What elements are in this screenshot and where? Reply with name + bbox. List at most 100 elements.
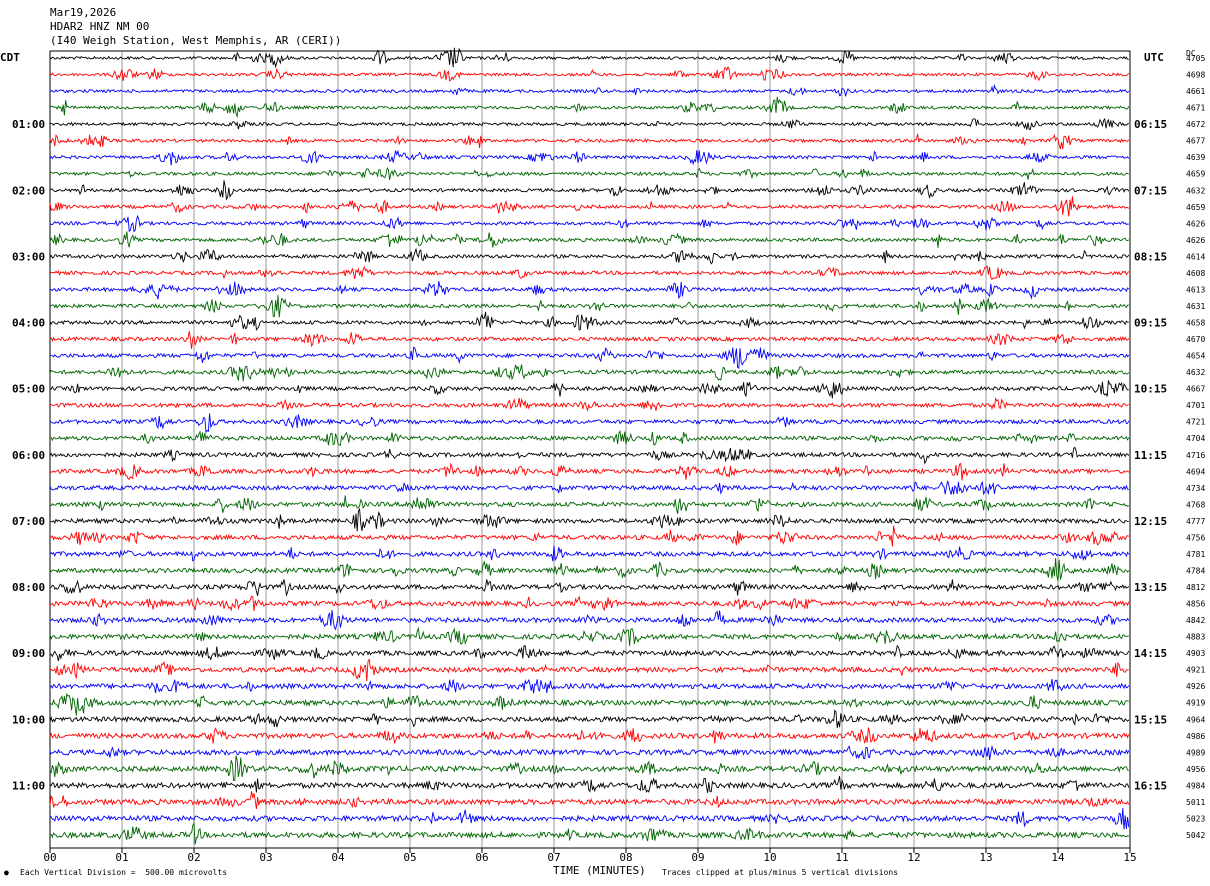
seismic-trace	[49, 545, 1130, 562]
cdt-hour-label: 03:00	[12, 250, 45, 263]
dc-offset-label: 4632	[1186, 186, 1205, 195]
seismic-trace	[49, 380, 1129, 399]
dc-offset-label: 4659	[1186, 170, 1205, 179]
seismic-trace	[49, 311, 1129, 331]
x-tick-label: 13	[979, 851, 992, 864]
seismic-trace	[49, 180, 1130, 201]
dc-offset-label: 4705	[1186, 54, 1205, 63]
x-tick-label: 05	[403, 851, 416, 864]
seismic-trace	[49, 65, 1130, 82]
dc-offset-label: 4921	[1186, 666, 1205, 675]
cdt-hour-label: 05:00	[12, 383, 45, 396]
dc-offset-label: 4658	[1186, 319, 1205, 328]
seismic-trace	[49, 446, 1130, 465]
dc-offset-label: 5011	[1186, 798, 1205, 807]
seismic-trace	[49, 709, 1130, 728]
seismic-trace	[49, 558, 1130, 582]
x-tick-label: 00	[43, 851, 56, 864]
scale-note: Each Vertical Division = 500.00 microvol…	[20, 868, 228, 877]
seismic-trace	[49, 133, 1130, 150]
dc-offset-label: 4781	[1186, 550, 1205, 559]
dc-offset-label: 4989	[1186, 748, 1205, 757]
dc-offset-label: 4667	[1186, 385, 1205, 394]
x-axis-title: TIME (MINUTES)	[553, 864, 646, 877]
seismic-trace	[49, 579, 1130, 597]
seismic-trace	[49, 231, 1130, 248]
dc-offset-label: 4626	[1186, 236, 1205, 245]
dc-offset-label: 4661	[1186, 87, 1205, 96]
dc-offset-label: 4671	[1186, 104, 1205, 113]
dc-offset-label: 4677	[1186, 137, 1205, 146]
seismic-trace	[49, 595, 1130, 612]
seismic-trace	[49, 167, 1129, 181]
seismic-trace	[49, 821, 1129, 845]
x-tick-label: 07	[547, 851, 560, 864]
seismic-trace	[49, 346, 1130, 369]
seismic-trace	[49, 727, 1130, 745]
dc-offset-label: 4654	[1186, 352, 1205, 361]
utc-hour-label: 16:15	[1134, 779, 1167, 792]
dc-offset-label: 4926	[1186, 682, 1205, 691]
dc-offset-label: 4984	[1186, 781, 1205, 790]
dc-offset-label: 4698	[1186, 71, 1205, 80]
seismic-trace	[49, 808, 1130, 830]
dc-offset-label: 4694	[1186, 467, 1205, 476]
header-location: (I40 Weigh Station, West Memphis, AR (CE…	[50, 34, 342, 47]
x-tick-label: 08	[619, 851, 632, 864]
seismic-trace	[49, 429, 1130, 446]
utc-hour-label: 11:15	[1134, 449, 1167, 462]
x-tick-label: 01	[115, 851, 128, 864]
dc-offset-label: 4812	[1186, 583, 1205, 592]
seismic-trace	[49, 462, 1130, 481]
seismic-trace	[49, 678, 1130, 694]
dc-offset-label: 4964	[1186, 715, 1205, 724]
dc-offset-label: 4614	[1186, 252, 1205, 261]
seismic-trace	[49, 507, 1129, 532]
dc-offset-label: 4903	[1186, 649, 1205, 658]
dc-offset-label: 4986	[1186, 732, 1205, 741]
seismic-trace	[49, 364, 1130, 382]
dc-offset-label: 4883	[1186, 633, 1205, 642]
cdt-hour-label: 01:00	[12, 118, 45, 131]
dc-offset-label: 4608	[1186, 269, 1205, 278]
header-date: Mar19,2026	[50, 6, 117, 19]
x-tick-label: 15	[1123, 851, 1136, 864]
seismic-trace	[49, 644, 1130, 662]
seismic-trace	[49, 281, 1130, 300]
seismic-trace	[49, 295, 1129, 318]
cdt-hour-label: 07:00	[12, 515, 45, 528]
seismic-trace	[49, 626, 1130, 646]
seismic-trace	[49, 331, 1130, 349]
seismic-trace	[49, 196, 1130, 217]
seismic-trace	[49, 397, 1129, 412]
dc-offset-label: 4956	[1186, 765, 1205, 774]
dc-offset-label: 4756	[1186, 533, 1205, 542]
dc-offset-label: 4784	[1186, 566, 1205, 575]
seismic-trace	[49, 83, 1130, 97]
seismic-trace	[49, 775, 1130, 793]
dc-offset-label: 4716	[1186, 451, 1205, 460]
cdt-hour-label: 09:00	[12, 647, 45, 660]
utc-hour-label: 12:15	[1134, 515, 1167, 528]
dc-offset-label: 4768	[1186, 500, 1205, 509]
dc-offset-label: 4777	[1186, 517, 1205, 526]
x-tick-label: 09	[691, 851, 704, 864]
x-tick-label: 11	[835, 851, 848, 864]
dc-offset-label: 4704	[1186, 434, 1205, 443]
utc-hour-label: 06:15	[1134, 118, 1167, 131]
dc-offset-label: 4670	[1186, 335, 1205, 344]
seismic-trace	[49, 149, 1130, 166]
footer-icon: ●	[4, 868, 9, 877]
dc-offset-label: 4734	[1186, 484, 1205, 493]
dc-offset-label: 4721	[1186, 418, 1205, 427]
seismic-trace	[49, 47, 1129, 69]
dc-offset-label: 4632	[1186, 368, 1205, 377]
right-axis-title: UTC	[1144, 51, 1164, 64]
cdt-hour-label: 11:00	[12, 779, 45, 792]
dc-offset-label: 4701	[1186, 401, 1205, 410]
utc-hour-label: 09:15	[1134, 317, 1167, 330]
seismic-trace	[49, 791, 1130, 809]
utc-hour-label: 07:15	[1134, 184, 1167, 197]
x-tick-label: 12	[907, 851, 920, 864]
cdt-hour-label: 08:00	[12, 581, 45, 594]
